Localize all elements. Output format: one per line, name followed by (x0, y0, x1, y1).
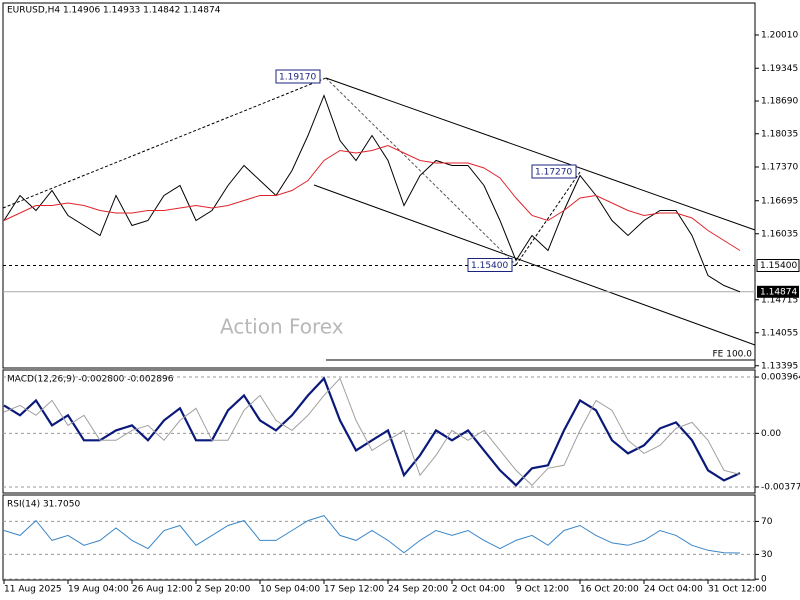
y-tick-label: 0.00 (761, 429, 781, 439)
rsi-panel (2, 494, 756, 581)
level-label: 1.15400 (760, 261, 797, 271)
y-tick-label: 1.20010 (761, 31, 798, 41)
x-tick-label: 10 Sep 04:00 (260, 585, 320, 595)
y-tick-label: 1.18690 (761, 97, 798, 107)
x-tick-label: 16 Oct 20:00 (580, 585, 639, 595)
x-tick-label: 11 Aug 2025 (4, 585, 62, 595)
price-label: 1.14874 (760, 287, 797, 297)
trend-line (2, 77, 327, 209)
series-line (3, 94, 741, 293)
x-tick-label: 19 Aug 04:00 (68, 585, 129, 595)
pivot-box (275, 69, 321, 84)
x-tick-label: 17 Sep 12:00 (324, 585, 384, 595)
y-tick-label: 30 (761, 550, 773, 560)
rsi-title: RSI(14) 31.7050 (7, 500, 80, 510)
fe-label: FE 100.0 (713, 350, 753, 360)
pivot-box (531, 164, 577, 179)
pivot-label: 1.15400 (471, 261, 508, 271)
price-box (757, 285, 799, 298)
y-tick-label: 1.14055 (761, 328, 798, 338)
y-tick-label: 0 (761, 575, 767, 585)
x-tick-label: 2 Sep 20:00 (196, 585, 251, 595)
x-tick-label: 9 Oct 12:00 (516, 585, 569, 595)
trend-line (515, 171, 581, 266)
y-tick-label: -0.003774 (761, 482, 800, 492)
y-tick-label: 1.14715 (761, 295, 798, 305)
series-line (3, 515, 741, 554)
watermark: Action Forex (220, 315, 344, 339)
series-line (3, 144, 741, 251)
macd-panel (2, 369, 756, 494)
y-tick-label: 1.17370 (761, 163, 798, 173)
pivot-box (467, 258, 513, 272)
x-tick-label: 26 Aug 12:00 (132, 585, 193, 595)
y-tick-label: 70 (761, 517, 773, 527)
x-tick-label: 24 Oct 04:00 (644, 585, 703, 595)
pivot-label: 1.19170 (279, 73, 316, 83)
channel-line (313, 184, 756, 346)
x-tick-label: 24 Sep 20:00 (388, 585, 448, 595)
channel-line (325, 77, 756, 231)
series-line (3, 377, 741, 487)
x-tick-label: 31 Oct 12:00 (708, 585, 767, 595)
y-tick-label: 1.16035 (761, 229, 798, 239)
y-tick-label: 0.003964 (761, 373, 800, 383)
series-line (3, 376, 741, 487)
price-title: EURUSD,H4 1.14906 1.14933 1.14842 1.1487… (7, 6, 221, 16)
y-tick-label: 1.13395 (761, 361, 798, 371)
y-tick-label: 1.18035 (761, 129, 798, 139)
y-tick-label: 1.16695 (761, 196, 798, 206)
trend-line (325, 77, 517, 266)
y-tick-label: 1.19345 (761, 64, 798, 74)
level-box (756, 259, 800, 272)
x-tick-label: 2 Oct 04:00 (452, 585, 505, 595)
macd-title: MACD(12,26,9) -0.002800 -0.002896 (7, 375, 174, 385)
price-panel (2, 2, 756, 369)
pivot-label: 1.17270 (535, 168, 572, 178)
